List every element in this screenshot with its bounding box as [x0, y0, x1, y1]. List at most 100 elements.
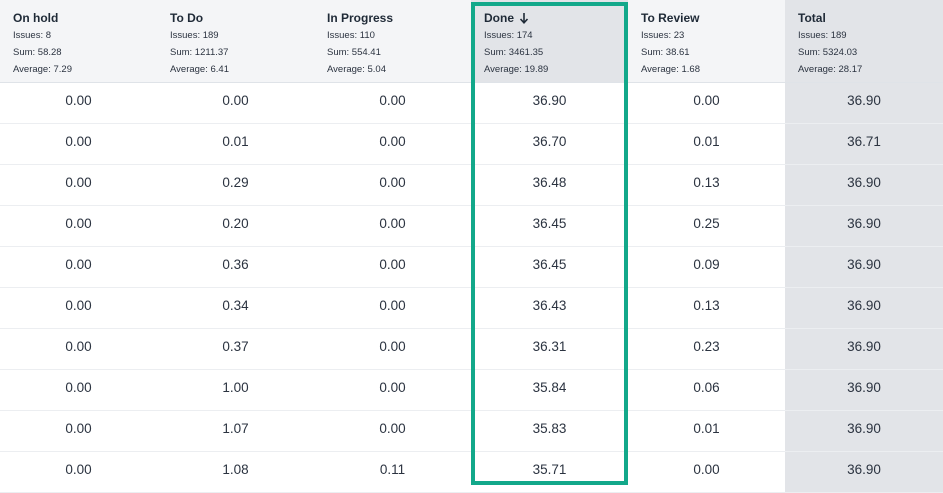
issues-count: Issues: 110 [327, 30, 375, 41]
cell-to-do: 0.34 [222, 298, 249, 313]
cell-in-progress: 0.00 [379, 421, 406, 436]
cell-on-hold: 0.00 [65, 93, 92, 108]
cell-done: 35.84 [532, 380, 567, 395]
column-header-in-progress[interactable]: In Progress Issues: 110 Sum: 554.41 Aver… [314, 0, 471, 82]
average-value: Average: 28.17 [798, 64, 863, 75]
column-title-wrap: Done [484, 9, 628, 27]
cell-to-do: 0.01 [222, 134, 249, 149]
cell-to-review: 0.06 [693, 380, 720, 395]
cell-total: 36.90 [785, 370, 943, 410]
cell-total: 36.90 [785, 83, 943, 123]
sum-value: Sum: 3461.35 [484, 47, 544, 58]
issues-count: Issues: 189 [170, 30, 219, 41]
cell-to-review: 0.09 [693, 257, 720, 272]
cell-in-progress: 0.11 [379, 462, 406, 477]
cell-to-do: 0.29 [222, 175, 249, 190]
cell-in-progress: 0.00 [379, 93, 406, 108]
cell-to-do: 0.36 [222, 257, 249, 272]
cell-done: 35.83 [532, 421, 567, 436]
cell-total: 36.90 [785, 411, 943, 451]
table-row[interactable]: 0.00 0.01 0.00 36.70 0.01 36.71 [0, 124, 943, 165]
column-header-done[interactable]: Done Issues: 174 Sum: 3461.35 Average: 1… [471, 0, 628, 82]
column-title: Total [798, 11, 826, 25]
column-header-to-review[interactable]: To Review Issues: 23 Sum: 38.61 Average:… [628, 0, 785, 82]
column-title: Done [484, 11, 514, 25]
cell-on-hold: 0.00 [65, 380, 92, 395]
cell-to-review: 0.25 [693, 216, 720, 231]
cell-done: 36.90 [532, 93, 567, 108]
cell-in-progress: 0.00 [379, 298, 406, 313]
sum-value: Sum: 38.61 [641, 47, 690, 58]
column-header-to-do[interactable]: To Do Issues: 189 Sum: 1211.37 Average: … [157, 0, 314, 82]
column-header-on-hold[interactable]: On hold Issues: 8 Sum: 58.28 Average: 7.… [0, 0, 157, 82]
cell-done: 36.48 [532, 175, 567, 190]
table-row[interactable]: 0.00 0.37 0.00 36.31 0.23 36.90 [0, 329, 943, 370]
table-row[interactable]: 0.00 0.20 0.00 36.45 0.25 36.90 [0, 206, 943, 247]
cell-to-do: 0.37 [222, 339, 249, 354]
cell-total: 36.90 [785, 247, 943, 287]
sum-value: Sum: 58.28 [13, 47, 62, 58]
cell-to-do: 1.00 [222, 380, 249, 395]
sum-value: Sum: 554.41 [327, 47, 381, 58]
cell-on-hold: 0.00 [65, 298, 92, 313]
cell-in-progress: 0.00 [379, 134, 406, 149]
average-value: Average: 5.04 [327, 64, 386, 75]
table-row[interactable]: 0.00 0.34 0.00 36.43 0.13 36.90 [0, 288, 943, 329]
cell-to-review: 0.13 [693, 298, 720, 313]
cell-in-progress: 0.00 [379, 257, 406, 272]
cell-done: 36.70 [532, 134, 567, 149]
cell-total: 36.90 [785, 452, 943, 492]
cell-total: 36.71 [785, 124, 943, 164]
cell-to-review: 0.00 [693, 93, 720, 108]
table-row[interactable]: 0.00 1.08 0.11 35.71 0.00 36.90 [0, 452, 943, 493]
column-header-total[interactable]: Total Issues: 189 Sum: 5324.03 Average: … [785, 0, 943, 82]
column-title: To Review [641, 11, 700, 25]
issues-count: Issues: 8 [13, 30, 52, 41]
issues-count: Issues: 174 [484, 30, 533, 41]
cell-on-hold: 0.00 [65, 339, 92, 354]
cell-in-progress: 0.00 [379, 216, 406, 231]
table-row[interactable]: 0.00 1.07 0.00 35.83 0.01 36.90 [0, 411, 943, 452]
cell-to-review: 0.13 [693, 175, 720, 190]
arrow-down-icon[interactable] [519, 12, 529, 24]
table-body: 0.00 0.00 0.00 36.90 0.00 36.90 0.00 0.0… [0, 83, 943, 493]
table-row[interactable]: 0.00 0.00 0.00 36.90 0.00 36.90 [0, 83, 943, 124]
column-title: In Progress [327, 11, 394, 25]
cell-total: 36.90 [785, 206, 943, 246]
cell-on-hold: 0.00 [65, 134, 92, 149]
cell-done: 35.71 [532, 462, 567, 477]
cell-to-do: 0.20 [222, 216, 249, 231]
issues-count: Issues: 189 [798, 30, 847, 41]
cell-done: 36.31 [532, 339, 567, 354]
cell-to-review: 0.01 [693, 134, 720, 149]
sum-value: Sum: 1211.37 [170, 47, 229, 58]
cell-to-do: 1.07 [222, 421, 249, 436]
cell-to-review: 0.23 [693, 339, 720, 354]
cell-on-hold: 0.00 [65, 257, 92, 272]
cell-to-review: 0.00 [693, 462, 720, 477]
cell-done: 36.43 [532, 298, 567, 313]
average-value: Average: 1.68 [641, 64, 700, 75]
average-value: Average: 19.89 [484, 64, 549, 75]
cell-done: 36.45 [532, 257, 567, 272]
cell-on-hold: 0.00 [65, 462, 92, 477]
column-title: On hold [13, 11, 59, 25]
cell-in-progress: 0.00 [379, 175, 406, 190]
table-row[interactable]: 0.00 1.00 0.00 35.84 0.06 36.90 [0, 370, 943, 411]
cell-done: 36.45 [532, 216, 567, 231]
issues-count: Issues: 23 [641, 30, 685, 41]
average-value: Average: 6.41 [170, 64, 229, 75]
table-header: On hold Issues: 8 Sum: 58.28 Average: 7.… [0, 0, 943, 83]
cell-to-do: 1.08 [222, 462, 249, 477]
cell-on-hold: 0.00 [65, 421, 92, 436]
cell-in-progress: 0.00 [379, 380, 406, 395]
cell-total: 36.90 [785, 329, 943, 369]
cell-on-hold: 0.00 [65, 175, 92, 190]
cell-to-do: 0.00 [222, 93, 249, 108]
column-title: To Do [170, 11, 204, 25]
cell-to-review: 0.01 [693, 421, 720, 436]
cell-total: 36.90 [785, 288, 943, 328]
table-row[interactable]: 0.00 0.36 0.00 36.45 0.09 36.90 [0, 247, 943, 288]
table-row[interactable]: 0.00 0.29 0.00 36.48 0.13 36.90 [0, 165, 943, 206]
